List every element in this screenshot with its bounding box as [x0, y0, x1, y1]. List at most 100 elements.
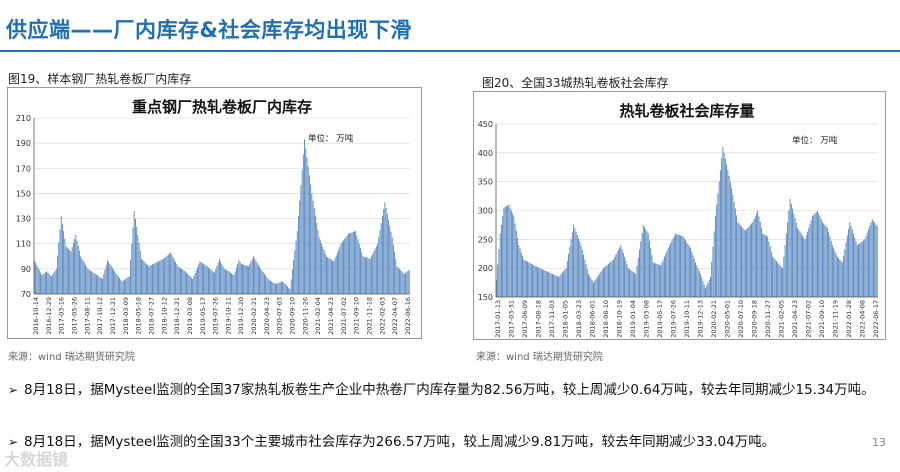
bar [772, 256, 774, 297]
bar [133, 211, 135, 294]
bar [641, 233, 643, 297]
bar [88, 269, 90, 294]
bar [400, 270, 402, 294]
bar [634, 272, 635, 297]
x-tick-label: 2020-09-10 [289, 297, 297, 335]
bar [583, 254, 584, 297]
x-tick-label: 2020-04-23 [263, 297, 271, 335]
bar [81, 258, 83, 294]
bar [561, 272, 563, 297]
bar [147, 265, 149, 294]
bar [803, 237, 805, 297]
bar [92, 272, 94, 294]
bar [668, 245, 670, 297]
bar [285, 285, 287, 294]
bar [272, 282, 274, 294]
bar [676, 234, 678, 297]
bar [724, 158, 726, 297]
bar [795, 222, 797, 297]
bar [160, 260, 162, 294]
bar [80, 256, 82, 294]
bar [152, 264, 153, 294]
bar [701, 277, 703, 297]
bar [74, 239, 76, 294]
bar [593, 282, 594, 297]
bar [603, 268, 604, 297]
bar [388, 219, 389, 294]
bar [402, 272, 404, 294]
x-tick-label: 2018-10-12 [160, 297, 168, 335]
bar [728, 175, 730, 297]
bar [339, 246, 341, 294]
bar [520, 252, 522, 297]
bar [797, 227, 798, 297]
bar [176, 264, 178, 294]
bar [794, 218, 796, 297]
bar [739, 224, 741, 297]
bar [757, 210, 759, 297]
bar [845, 242, 847, 297]
bar [209, 268, 211, 294]
bar [605, 266, 607, 297]
y-tick-label: 130 [16, 215, 31, 224]
bar [863, 240, 864, 297]
bar [321, 243, 323, 294]
bar [210, 269, 212, 294]
bar [294, 250, 296, 294]
x-tick-label: 2021-11-19 [832, 300, 840, 338]
bar [774, 259, 776, 297]
bar [569, 246, 571, 297]
bar [279, 282, 281, 294]
bar [367, 257, 369, 294]
bar [659, 264, 660, 297]
bar [142, 260, 144, 294]
bar [77, 245, 79, 294]
bar [138, 242, 140, 294]
bar [777, 262, 779, 297]
bar [578, 238, 579, 297]
bar [846, 235, 848, 297]
bar [775, 260, 777, 297]
bar [197, 267, 198, 294]
bar [124, 279, 125, 294]
bar [149, 265, 151, 294]
bar [391, 237, 393, 294]
y-tick-label: 200 [478, 264, 493, 273]
bar [223, 268, 225, 294]
bar [382, 216, 383, 294]
bar [82, 260, 84, 294]
bar [161, 259, 163, 294]
bar [243, 264, 245, 294]
bar [379, 229, 381, 294]
bar [754, 216, 756, 297]
bar [815, 211, 817, 297]
x-tick-label: 2022-04-07 [391, 297, 399, 335]
bullet-arrow-icon: ➢ [8, 435, 19, 449]
bar [198, 264, 200, 294]
bar [144, 262, 146, 294]
bar [111, 267, 113, 294]
bar [232, 274, 234, 294]
bar [177, 266, 179, 294]
bar [741, 226, 742, 297]
bar [697, 268, 699, 297]
bar [555, 275, 557, 297]
bar [600, 271, 602, 297]
bar [358, 243, 360, 294]
bar [164, 257, 166, 294]
y-tick-label: 110 [16, 240, 31, 249]
bar [568, 253, 570, 297]
bar [826, 227, 828, 297]
bar [626, 264, 628, 297]
bar [289, 288, 291, 294]
bar [171, 254, 173, 294]
bar [116, 274, 118, 294]
x-tick-label: 2018-07-27 [147, 297, 155, 335]
bar [571, 232, 573, 298]
bar [139, 250, 141, 294]
bar [675, 233, 677, 297]
bar [687, 244, 689, 297]
bar [497, 264, 499, 297]
bar [590, 278, 592, 297]
